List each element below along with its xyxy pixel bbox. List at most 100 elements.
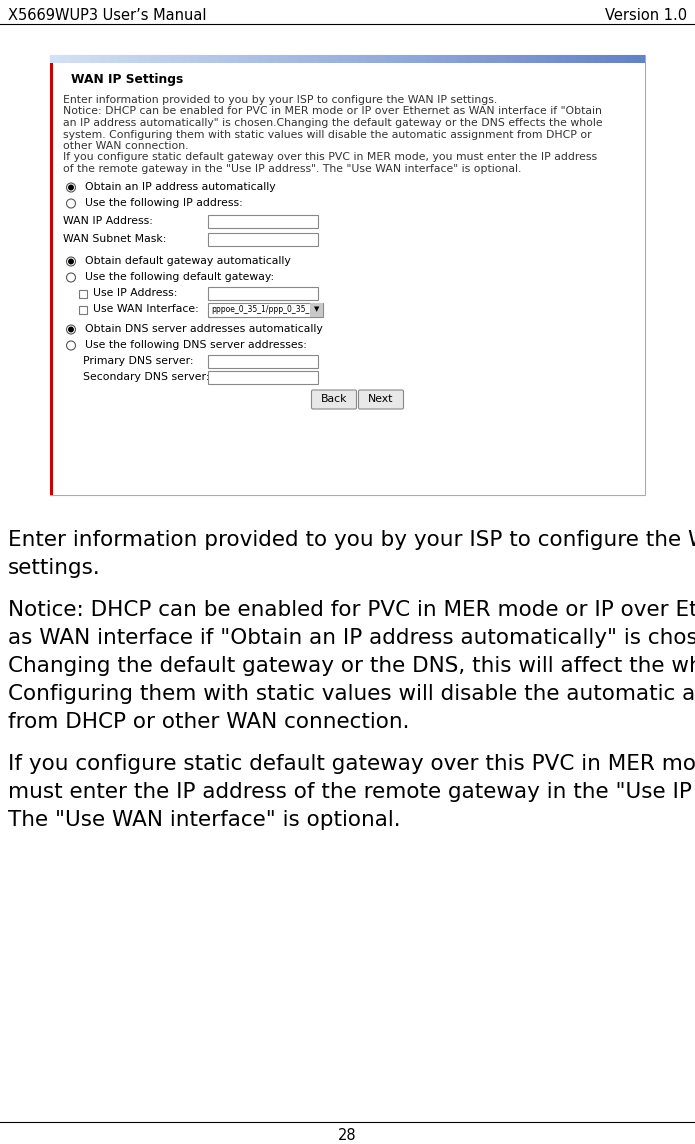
Bar <box>179 55 189 63</box>
Bar <box>556 55 566 63</box>
Bar <box>407 55 418 63</box>
Bar <box>348 55 358 63</box>
Text: pppoe_0_35_1/ppp_0_35_1: pppoe_0_35_1/ppp_0_35_1 <box>211 305 314 313</box>
Text: If you configure static default gateway over this PVC in MER mode, you: If you configure static default gateway … <box>8 754 695 774</box>
Bar <box>229 55 239 63</box>
Bar <box>546 55 556 63</box>
Bar <box>278 55 288 63</box>
Text: Configuring them with static values will disable the automatic assignment: Configuring them with static values will… <box>8 684 695 704</box>
Text: Use the following default gateway:: Use the following default gateway: <box>85 272 274 283</box>
Bar <box>159 55 170 63</box>
Text: If you configure static default gateway over this PVC in MER mode, you must ente: If you configure static default gateway … <box>63 152 597 162</box>
Circle shape <box>67 257 76 267</box>
Bar <box>516 55 527 63</box>
Bar <box>308 55 318 63</box>
Circle shape <box>69 260 73 264</box>
Bar <box>338 55 348 63</box>
Circle shape <box>67 325 76 334</box>
Text: an IP address automatically" is chosen.Changing the default gateway or the DNS e: an IP address automatically" is chosen.C… <box>63 118 603 128</box>
Bar <box>90 55 100 63</box>
Bar <box>626 55 636 63</box>
FancyBboxPatch shape <box>311 390 357 410</box>
Bar <box>208 55 219 63</box>
Text: Version 1.0: Version 1.0 <box>605 8 687 23</box>
Text: WAN Subnet Mask:: WAN Subnet Mask: <box>63 235 166 245</box>
Text: X5669WUP3 User’s Manual: X5669WUP3 User’s Manual <box>8 8 206 23</box>
Text: Secondary DNS server:: Secondary DNS server: <box>83 373 209 382</box>
Bar <box>635 55 646 63</box>
Bar <box>208 355 318 368</box>
Bar <box>536 55 546 63</box>
Text: WAN IP Address:: WAN IP Address: <box>63 216 153 227</box>
Text: Obtain an IP address automatically: Obtain an IP address automatically <box>85 183 276 192</box>
Text: Obtain DNS server addresses automatically: Obtain DNS server addresses automaticall… <box>85 325 322 334</box>
Circle shape <box>67 341 76 350</box>
Bar <box>60 55 70 63</box>
Text: Notice: DHCP can be enabled for PVC in MER mode or IP over Ethernet as WAN inter: Notice: DHCP can be enabled for PVC in M… <box>63 106 602 117</box>
Bar <box>80 55 90 63</box>
Bar <box>318 55 328 63</box>
Text: Obtain default gateway automatically: Obtain default gateway automatically <box>85 256 291 267</box>
Bar <box>596 55 606 63</box>
Bar <box>50 55 645 495</box>
Bar <box>208 233 318 246</box>
Bar <box>169 55 179 63</box>
Text: Primary DNS server:: Primary DNS server: <box>83 357 193 366</box>
Bar <box>496 55 507 63</box>
Text: Use the following DNS server addresses:: Use the following DNS server addresses: <box>85 341 307 350</box>
Text: system. Configuring them with static values will disable the automatic assignmen: system. Configuring them with static val… <box>63 129 591 140</box>
Text: from DHCP or other WAN connection.: from DHCP or other WAN connection. <box>8 712 409 732</box>
Bar <box>70 55 80 63</box>
Text: Next: Next <box>368 395 393 405</box>
Bar <box>310 302 323 317</box>
Bar <box>248 55 259 63</box>
Bar <box>417 55 427 63</box>
Circle shape <box>67 199 76 208</box>
Bar <box>327 55 338 63</box>
Bar <box>208 302 323 317</box>
Bar <box>526 55 537 63</box>
Bar <box>268 55 279 63</box>
Text: ▼: ▼ <box>314 307 319 312</box>
Text: Back: Back <box>321 395 348 405</box>
Bar <box>368 55 378 63</box>
Circle shape <box>69 327 73 332</box>
Bar <box>99 55 110 63</box>
Bar <box>149 55 160 63</box>
Bar <box>427 55 437 63</box>
Bar <box>79 289 87 297</box>
Bar <box>476 55 486 63</box>
Text: as WAN interface if "Obtain an IP address automatically" is chosen.: as WAN interface if "Obtain an IP addres… <box>8 628 695 648</box>
Bar <box>566 55 576 63</box>
Bar <box>120 55 130 63</box>
Bar <box>397 55 407 63</box>
Bar <box>436 55 447 63</box>
Text: settings.: settings. <box>8 558 101 578</box>
Bar <box>50 55 60 63</box>
Circle shape <box>69 185 73 190</box>
Circle shape <box>67 273 76 283</box>
Bar <box>110 55 120 63</box>
Text: Use IP Address:: Use IP Address: <box>93 288 177 299</box>
FancyBboxPatch shape <box>359 390 404 410</box>
Bar <box>259 55 269 63</box>
Bar <box>53 63 645 495</box>
Text: other WAN connection.: other WAN connection. <box>63 141 188 151</box>
Bar <box>605 55 616 63</box>
Bar <box>129 55 140 63</box>
Bar <box>486 55 497 63</box>
Bar <box>377 55 388 63</box>
Bar <box>288 55 298 63</box>
Text: Use WAN Interface:: Use WAN Interface: <box>93 304 199 315</box>
Bar <box>447 55 457 63</box>
Bar <box>139 55 149 63</box>
Text: Enter information provided to you by your ISP to configure the WAN IP: Enter information provided to you by you… <box>8 530 695 550</box>
Text: Use the following IP address:: Use the following IP address: <box>85 199 243 208</box>
Bar <box>457 55 467 63</box>
Bar <box>615 55 626 63</box>
Text: WAN IP Settings: WAN IP Settings <box>71 73 183 86</box>
Text: Changing the default gateway or the DNS, this will affect the whole system.: Changing the default gateway or the DNS,… <box>8 656 695 676</box>
Bar <box>575 55 586 63</box>
Bar <box>50 55 53 495</box>
Bar <box>238 55 249 63</box>
